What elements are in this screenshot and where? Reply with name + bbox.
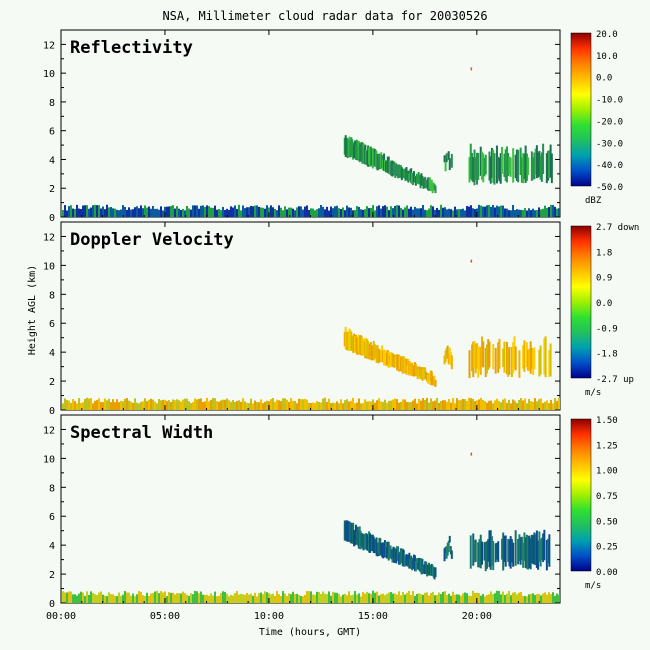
y-tick-label: 8 [49,483,55,494]
y-tick-label: 10 [43,261,55,272]
plot-area [60,221,561,411]
panel-title: Reflectivity [70,38,193,58]
y-tick-label: 6 [49,127,55,138]
y-tick-label: 2 [49,377,55,388]
panel-title: Doppler Velocity [70,230,234,250]
y-tick-label: 4 [49,155,55,166]
x-tick-label: 00:00 [46,611,76,622]
x-tick-label: 20:00 [462,611,492,622]
x-tick-label: 05:00 [150,611,180,622]
panel-3: 0 2 4 6 8 10 12 Spectral Width 1.50 1.25 1.00 0.75 0… [43,414,618,610]
colorbar-unit: m/s [585,388,601,398]
colorbar-label: 0.50 [596,517,618,527]
panel-2: 0 2 4 6 8 10 12 Doppler Velocity 2.7 down 1.8 0.9 0… [43,221,639,417]
colorbar-label: 20.0 [596,30,618,40]
surface-echo-band [62,590,560,603]
colorbar-label: -50.0 [596,183,623,193]
y-tick-label: 10 [43,69,55,80]
colorbar-label: 1.00 [596,467,618,477]
y-tick-label: 2 [49,570,55,581]
y-tick-label: 12 [43,425,55,436]
y-tick-label: 8 [49,98,55,109]
y-tick-label: 0 [49,213,55,224]
colorbar-label: 1.8 [596,248,612,258]
colorbar-label: 0.0 [596,74,612,84]
y-tick-label: 6 [49,512,55,523]
y-tick-label: 10 [43,454,55,465]
colorbar-label: 2.7 down [596,223,639,233]
surface-echo-band [62,204,560,217]
cloud-echo [343,452,551,580]
colorbar-unit: m/s [585,581,601,591]
y-tick-label: 2 [49,184,55,195]
x-tick-label: 15:00 [358,611,388,622]
cloud-echo [343,67,553,194]
colorbar-label: 1.50 [596,416,618,426]
colorbar [570,418,592,572]
y-tick-label: 0 [49,406,55,417]
y-tick-label: 12 [43,40,55,51]
colorbar-label: -20.0 [596,117,623,127]
x-tick-label: 10:00 [254,611,284,622]
colorbar-label: -2.7 up [596,375,634,385]
colorbar [570,225,592,379]
y-tick-label: 8 [49,290,55,301]
y-tick-label: 0 [49,599,55,610]
y-tick-label: 6 [49,319,55,330]
colorbar-label: 0.25 [596,543,618,553]
colorbar-label: 0.0 [596,299,612,309]
colorbar-label: 0.00 [596,568,618,578]
surface-echo-band [62,397,560,410]
colorbar-label: -30.0 [596,139,623,149]
colorbar-unit: dBZ [585,196,602,206]
colorbar-label: 10.0 [596,52,618,62]
colorbar-label: 0.75 [596,492,618,502]
colorbar-label: -1.8 [596,350,618,360]
y-tick-label: 4 [49,348,55,359]
colorbar [570,32,592,187]
x-axis-label: Time (hours, GMT) [259,627,361,638]
colorbar-label: 0.9 [596,274,612,284]
y-tick-label: 12 [43,232,55,243]
plot-area [60,414,561,604]
colorbar-label: -40.0 [596,161,623,171]
panel-title: Spectral Width [70,423,213,443]
y-axis-label: Height AGL (km) [27,265,38,355]
chart-title: NSA, Millimeter cloud radar data for 200… [162,9,487,23]
plot-area [60,29,561,218]
colorbar-label: 1.25 [596,441,618,451]
colorbar-label: -0.9 [596,324,618,334]
cloud-echo [343,259,552,387]
colorbar-label: -10.0 [596,96,623,106]
y-tick-label: 4 [49,541,55,552]
panel-1: 0 2 4 6 8 10 12 Reflectivity 20.0 10.0 0.0 -10.0 -20… [43,29,623,224]
